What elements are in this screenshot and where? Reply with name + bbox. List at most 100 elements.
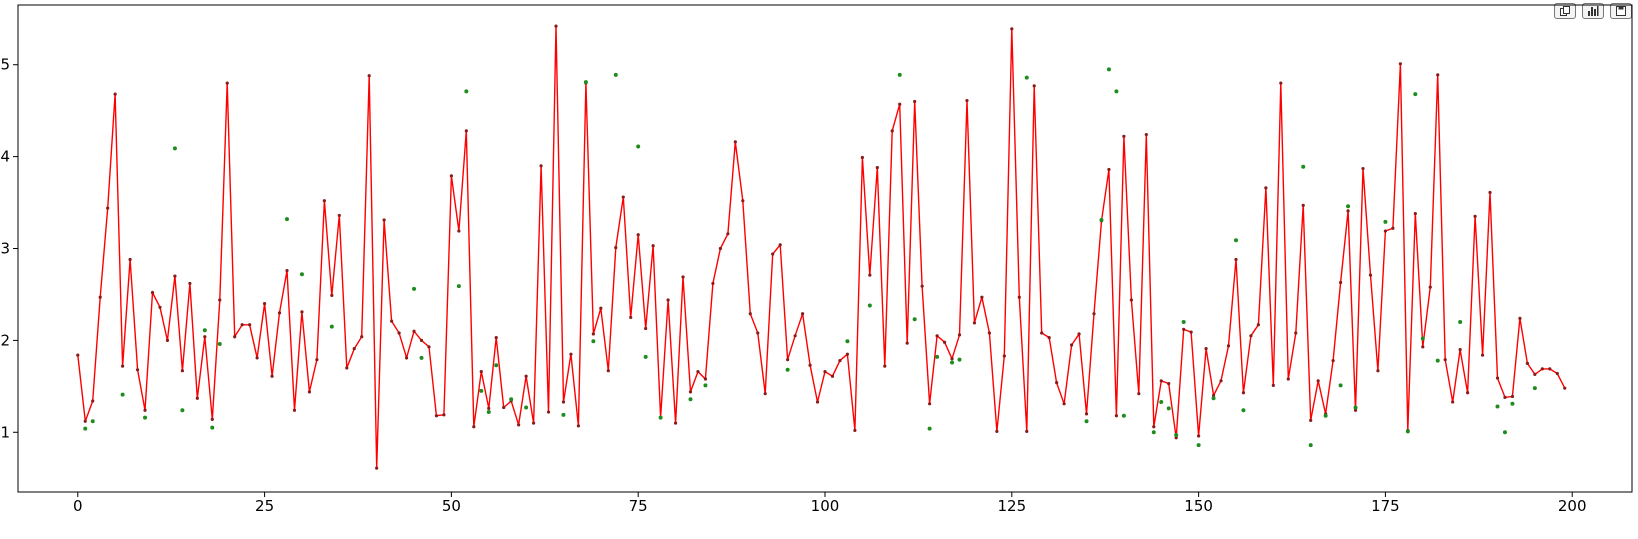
scatter-points <box>83 67 1537 448</box>
save-icon <box>1616 6 1626 16</box>
line-point <box>644 326 648 331</box>
line-point <box>1032 84 1036 88</box>
line-point <box>1391 226 1395 230</box>
scatter-point <box>785 367 790 372</box>
line-point <box>240 323 244 327</box>
bar-chart-icon <box>1588 6 1599 16</box>
copy-button[interactable] <box>1554 3 1576 19</box>
line-point <box>1480 353 1485 357</box>
line-point <box>352 347 356 351</box>
x-tick-label: 0 <box>73 497 83 515</box>
line-point <box>711 281 715 286</box>
scatter-point <box>935 354 940 359</box>
line-point <box>524 374 528 378</box>
line-point <box>1010 27 1014 31</box>
line-point <box>591 332 595 336</box>
line-point <box>502 405 506 410</box>
scatter-point <box>1383 219 1388 224</box>
line-point <box>1458 347 1462 352</box>
line-point <box>1294 331 1298 335</box>
line-point <box>838 359 842 363</box>
line-point <box>718 246 722 251</box>
line-point <box>285 268 289 273</box>
line-point <box>345 366 349 370</box>
line-point <box>233 335 237 339</box>
line-point <box>1122 134 1126 138</box>
line-point <box>868 273 872 277</box>
line-point <box>614 245 618 250</box>
line-point <box>479 370 483 374</box>
scatter-point <box>1099 218 1104 223</box>
line-point <box>778 243 782 247</box>
bar-chart-button[interactable] <box>1582 3 1604 19</box>
scatter-point <box>329 324 334 329</box>
line-point <box>375 466 379 470</box>
line-point <box>158 305 162 309</box>
scatter-point <box>1166 406 1171 411</box>
line-point <box>1346 209 1350 213</box>
line-point <box>1077 332 1081 336</box>
line-point <box>800 312 805 316</box>
line-point <box>539 164 543 168</box>
line-point <box>569 352 573 356</box>
line-point <box>1264 186 1268 190</box>
x-tick-label: 75 <box>629 497 648 515</box>
line-point <box>987 331 991 335</box>
line-point <box>793 334 797 338</box>
line-point <box>1376 369 1380 373</box>
x-axis: 0 25 50 75 100 125 150 175 200 <box>73 492 1587 515</box>
line-point <box>1286 377 1290 381</box>
line-point <box>1548 367 1552 371</box>
line-point <box>808 363 812 367</box>
scatter-point <box>1502 430 1507 435</box>
scatter-point <box>703 383 708 388</box>
line-point <box>815 400 820 404</box>
scatter-point <box>299 272 304 277</box>
scatter-point <box>1174 433 1179 438</box>
line-point <box>360 335 364 339</box>
scatter-point <box>1196 443 1201 448</box>
line-point <box>1316 379 1320 383</box>
scatter-point <box>1114 89 1119 94</box>
line-point <box>1503 395 1507 399</box>
line-point <box>367 74 371 78</box>
line-point <box>1436 73 1440 77</box>
line-point <box>913 99 917 104</box>
line-point <box>1219 379 1223 383</box>
line-point <box>1249 334 1253 338</box>
line-point <box>1533 372 1537 376</box>
scatter-point <box>1241 408 1246 413</box>
line-point <box>1047 336 1051 340</box>
line-point <box>561 400 566 404</box>
line-point <box>419 338 424 342</box>
scatter-point <box>456 284 461 289</box>
line-point <box>270 374 274 378</box>
line-point <box>1152 425 1156 429</box>
line-point <box>1211 393 1216 398</box>
line-point <box>1197 434 1201 438</box>
line-point <box>277 311 282 315</box>
scatter-point <box>1435 358 1440 363</box>
line-point <box>1189 330 1193 334</box>
line-point <box>1525 361 1529 365</box>
line-point <box>576 424 581 428</box>
line-point <box>1301 203 1305 207</box>
line-point <box>890 129 894 133</box>
scatter-point <box>1458 320 1463 325</box>
scatter-point <box>1323 413 1328 418</box>
line-point <box>965 98 969 103</box>
line-point <box>763 392 767 396</box>
line-point <box>853 428 857 433</box>
line-point <box>150 291 155 295</box>
scatter-point <box>1151 430 1156 435</box>
line-point <box>106 206 110 210</box>
scatter-point <box>172 146 177 151</box>
x-tick-label: 100 <box>811 497 840 515</box>
line-point <box>1144 132 1148 137</box>
line-point <box>786 358 790 362</box>
line-point <box>875 166 879 170</box>
line-point <box>1159 379 1163 383</box>
line-point <box>390 319 394 323</box>
line-point <box>957 333 962 337</box>
